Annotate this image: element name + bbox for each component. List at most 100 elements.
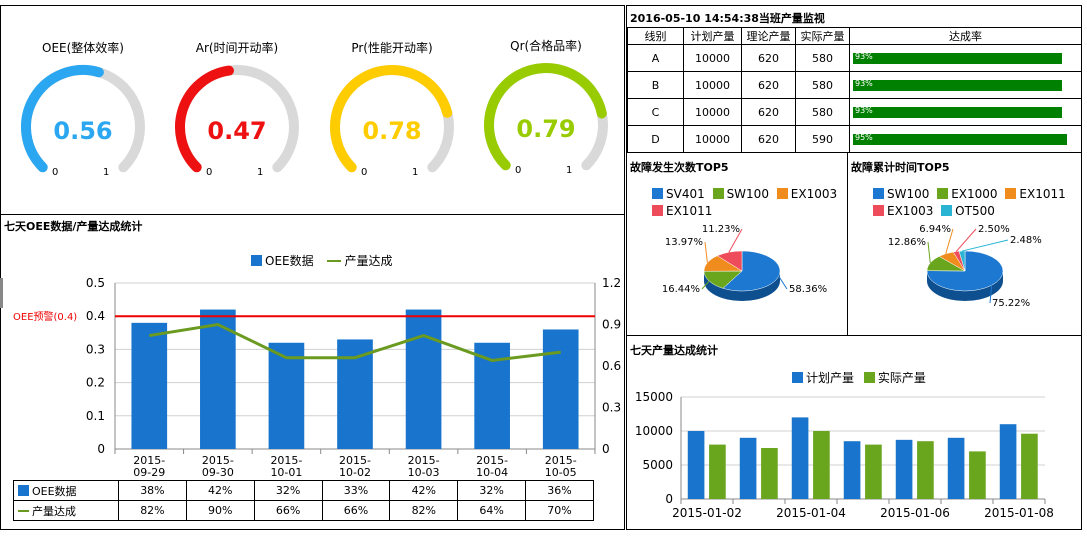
legend-swatch xyxy=(712,188,724,199)
fault-time-title: 故障累计时间TOP5 xyxy=(851,161,950,174)
oee-bar xyxy=(405,309,442,449)
production-week-panel: 七天产量达成统计 计划产量 实际产量 0 5000 10000 15000 2015-0… xyxy=(626,335,1082,530)
legend-swatch xyxy=(652,188,663,199)
gauge-dial xyxy=(330,65,454,173)
pie-label: 2.50% xyxy=(978,224,1010,235)
production-bar xyxy=(947,437,965,499)
production-bar xyxy=(687,431,705,499)
production-monitor-panel: 2016-05-10 14:54:38当班产量监视 线别 计划产量 理论产量 实… xyxy=(626,5,1082,153)
cell-theory: 620 xyxy=(741,125,796,153)
y2-tick-label: 1.2 xyxy=(602,276,621,290)
legend-item-actual[interactable]: 实际产量 xyxy=(863,371,926,385)
gauge-title: Ar(时间开动率) xyxy=(195,41,279,55)
cell-line: B xyxy=(627,71,684,99)
oee-bar xyxy=(200,309,236,449)
y2-tick-label: 0.9 xyxy=(602,318,621,332)
table-row: D 10000 620 590 95% xyxy=(627,125,1082,153)
pie-label: 12.86% xyxy=(888,237,926,248)
rate-bar: 93% xyxy=(853,106,1078,118)
cell-plan: 10000 xyxy=(683,98,742,126)
legend-label: 实际产量 xyxy=(877,371,926,385)
table-row: C 10000 620 580 93% xyxy=(627,98,1082,126)
oee-bar xyxy=(268,342,305,449)
table-cell: 42% xyxy=(185,480,255,501)
col-header-plan: 计划产量 xyxy=(683,27,742,45)
y-tick-label: 0.3 xyxy=(86,342,105,356)
production-table: 线别 计划产量 理论产量 实际产量 达成率 A 10000 620 580 93… xyxy=(627,27,1082,153)
output-line xyxy=(149,322,561,362)
production-bar xyxy=(895,439,913,499)
fault-count-legend: SV401 SW100 EX1003 EX1011 xyxy=(652,186,847,220)
gauge-title: Qr(合格品率) xyxy=(510,39,582,53)
y-tick-label: 0.2 xyxy=(86,376,105,390)
legend-item[interactable]: OT500 xyxy=(941,204,995,218)
cell-actual: 590 xyxy=(795,125,850,153)
pie-leader xyxy=(955,228,977,252)
fault-count-pie: 58.36% 16.44% 13.97% 11.23% xyxy=(662,224,827,301)
legend-item[interactable]: SW100 xyxy=(873,187,929,201)
legend-item[interactable]: EX1011 xyxy=(1005,187,1066,201)
legend-label: 产量达成 xyxy=(344,254,393,268)
x-tick-label: 2015- xyxy=(476,454,508,467)
gauge-dial xyxy=(484,63,608,171)
production-bar xyxy=(791,417,809,499)
x-tick-label: 2015- xyxy=(545,454,577,467)
legend-item-output[interactable]: 产量达成 xyxy=(327,254,392,268)
row-name: OEE数据 xyxy=(32,484,77,498)
pie-label: 11.23% xyxy=(702,224,740,235)
x-tick-label: 2015-01-06 xyxy=(880,506,950,520)
legend-label: EX1003 xyxy=(887,204,934,218)
cell-rate: 93% xyxy=(849,44,1082,72)
production-bar xyxy=(999,424,1017,499)
rate-bar-label: 93% xyxy=(855,51,873,61)
pie-slice xyxy=(926,250,1004,292)
rate-bar: 95% xyxy=(853,133,1078,145)
legend-label: SW100 xyxy=(726,187,769,201)
oee-week-title: 七天OEE数据/产量达成统计 xyxy=(4,220,143,233)
production-bar xyxy=(813,431,830,499)
gauge-title: Pr(性能开动率) xyxy=(351,41,433,55)
legend-label: OEE数据 xyxy=(265,254,314,268)
legend-item-oee[interactable]: OEE数据 xyxy=(251,254,314,268)
legend-item[interactable]: EX1000 xyxy=(937,187,998,201)
y-tick-label: 15000 xyxy=(635,390,673,404)
table-cell: 42% xyxy=(389,480,459,501)
production-bar xyxy=(709,444,726,499)
cell-actual: 580 xyxy=(795,71,850,99)
col-header-actual: 实际产量 xyxy=(795,27,850,45)
x-tick-label: 2015- xyxy=(133,454,165,467)
table-row: B 10000 620 580 93% xyxy=(627,71,1082,99)
legend-item[interactable]: EX1003 xyxy=(873,204,933,218)
x-tick-label: 2015- xyxy=(339,454,371,467)
cell-theory: 620 xyxy=(741,71,796,99)
legend-item[interactable]: SV401 xyxy=(652,187,705,201)
table-row: OEE数据 38% 42% 32% 33% 42% 32% 36% xyxy=(13,480,594,501)
gauge-max: 1 xyxy=(566,165,573,176)
y-tick-label: 0 xyxy=(665,492,673,506)
pie-leader xyxy=(728,228,743,253)
legend-item[interactable]: SW100 xyxy=(712,187,769,201)
gauge-max: 1 xyxy=(257,167,264,178)
row-header: OEE数据 xyxy=(13,480,119,501)
rate-bar-label: 93% xyxy=(855,78,873,88)
cell-line: C xyxy=(627,98,684,126)
production-bar xyxy=(969,451,986,499)
pie-leader xyxy=(778,275,788,290)
col-header-line: 线别 xyxy=(627,27,684,45)
gauge-value: 0.47 xyxy=(207,117,267,145)
production-bar xyxy=(865,444,882,499)
legend-swatch xyxy=(937,188,949,199)
y-tick-label: 0.1 xyxy=(86,409,105,423)
pie-label: 75.22% xyxy=(992,298,1030,309)
pie-label: 13.97% xyxy=(665,237,703,248)
legend-item[interactable]: EX1011 xyxy=(652,204,712,218)
oee-week-legend: OEE数据 产量达成 xyxy=(251,252,392,269)
rate-bar-fill xyxy=(853,133,1067,145)
col-header-theory: 理论产量 xyxy=(741,27,796,45)
scroll-handle[interactable] xyxy=(0,278,3,308)
legend-item[interactable]: EX1003 xyxy=(776,187,837,201)
legend-item-plan[interactable]: 计划产量 xyxy=(792,371,854,385)
table-cell: 90% xyxy=(185,500,255,521)
gauge-value: 0.79 xyxy=(516,115,576,143)
table-cell: 82% xyxy=(118,500,187,521)
